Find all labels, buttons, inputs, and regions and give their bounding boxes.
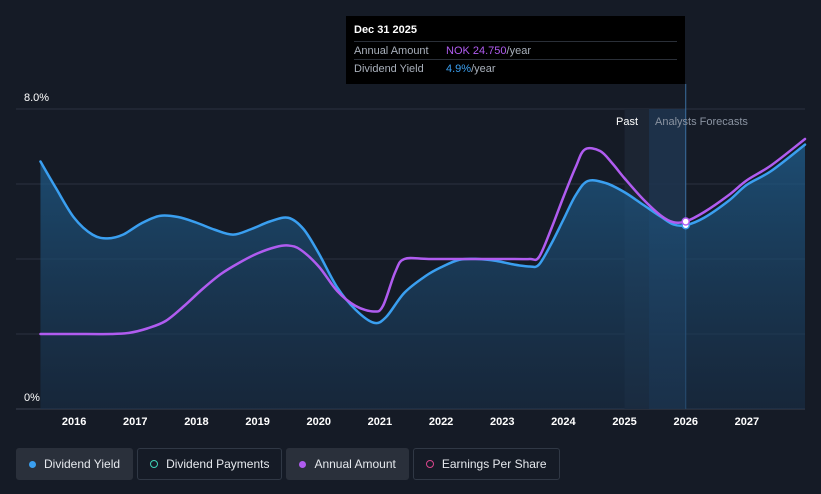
y-tick-label: 0%: [24, 392, 40, 404]
legend: Dividend Yield Dividend Payments Annual …: [16, 448, 560, 480]
tooltip-label: Annual Amount: [354, 44, 429, 57]
forecast-region-label: Analysts Forecasts: [655, 116, 748, 128]
axis-labels: 8.0% 0% 2016 2017 2018 2019 2020 2021 2022 2023 20…: [24, 92, 759, 428]
series-areas: [40, 144, 806, 409]
filled-dot-icon: [29, 460, 36, 468]
past-region-label: Past: [616, 116, 638, 128]
x-tick-label: 2026: [673, 416, 697, 428]
legend-label: Earnings Per Share: [441, 457, 547, 471]
legend-dividend-yield-button[interactable]: Dividend Yield: [16, 448, 134, 480]
dividend-yield-line: [39, 143, 807, 325]
series-lines: [39, 137, 807, 336]
x-tick-label: 2025: [612, 416, 636, 428]
x-tick-label: 2016: [62, 416, 86, 428]
x-tick-label: 2024: [551, 416, 576, 428]
annual-amount-marker: [681, 217, 690, 226]
annual-amount-line: [39, 137, 807, 336]
x-tick-label: 2022: [429, 416, 453, 428]
x-tick-label: 2018: [184, 416, 208, 428]
tooltip-unit: /year: [471, 62, 496, 75]
tooltip-date: Dec 31 2025: [354, 24, 417, 36]
hover-markers: [681, 217, 690, 230]
tooltip: Dec 31 2025 Annual Amount NOK 24.750 /ye…: [346, 16, 685, 84]
y-tick-label: 8.0%: [24, 92, 49, 104]
x-tick-label: 2019: [245, 416, 269, 428]
tooltip-value: NOK 24.750: [446, 44, 507, 57]
x-tick-label: 2021: [368, 416, 392, 428]
x-tick-label: 2023: [490, 416, 514, 428]
dividend-yield-area: [40, 144, 806, 409]
tooltip-row-dividend-yield: Dividend Yield 4.9% /year: [354, 59, 677, 77]
legend-annual-amount-button[interactable]: Annual Amount: [286, 448, 409, 480]
tooltip-unit: /year: [506, 44, 532, 57]
tooltip-row-annual-amount: Annual Amount NOK 24.750 /year: [354, 41, 677, 59]
hollow-dot-icon: [425, 460, 434, 468]
legend-label: Dividend Yield: [44, 457, 121, 471]
filled-dot-icon: [299, 460, 307, 468]
legend-label: Annual Amount: [314, 457, 396, 471]
x-tick-label: 2017: [123, 416, 147, 428]
legend-earnings-per-share-button[interactable]: Earnings Per Share: [412, 448, 560, 480]
tooltip-label: Dividend Yield: [354, 62, 424, 75]
x-tick-label: 2027: [735, 416, 759, 428]
legend-label: Dividend Payments: [166, 457, 270, 471]
tooltip-value: 4.9%: [446, 62, 472, 75]
hollow-dot-icon: [150, 460, 159, 468]
legend-dividend-payments-button[interactable]: Dividend Payments: [137, 448, 283, 480]
x-tick-label: 2020: [307, 416, 331, 428]
